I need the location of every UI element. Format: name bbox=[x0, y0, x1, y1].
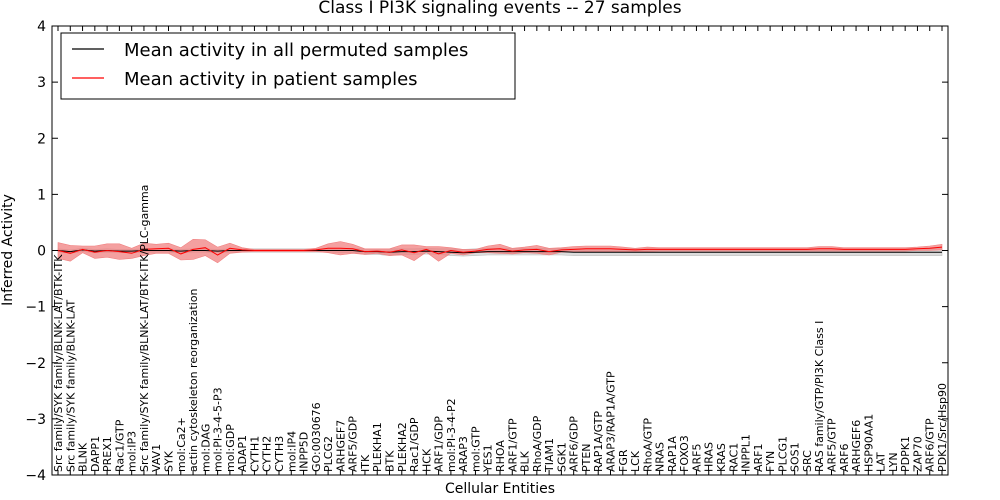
x-tick-label: TIAM1 bbox=[543, 438, 556, 473]
x-tick-label: INPPL1 bbox=[740, 434, 753, 472]
y-tick-label: 1 bbox=[37, 187, 46, 203]
y-tick-label: −2 bbox=[25, 356, 46, 372]
x-tick-label: ARF6/GTP bbox=[924, 418, 937, 472]
x-tick-label: ADAP1 bbox=[236, 435, 249, 472]
x-tick-label: mol:GTP bbox=[469, 426, 482, 472]
legend-label-patient: Mean activity in patient samples bbox=[124, 69, 418, 90]
x-tick-label: PREX1 bbox=[101, 436, 114, 472]
x-tick-label: Src family/SYK family/BLNK-LAT bbox=[64, 299, 77, 472]
x-tick-label: ARHGEF6 bbox=[850, 420, 863, 472]
x-tick-label: mol:PI-3-4-5-P3 bbox=[212, 387, 225, 472]
x-tick-label: GO:0030676 bbox=[310, 402, 323, 472]
x-tick-label: FOXO3 bbox=[678, 435, 691, 472]
y-tick-label: 2 bbox=[37, 131, 46, 147]
x-tick-label: NRAS bbox=[654, 442, 667, 472]
x-tick-label: ITK bbox=[359, 454, 372, 472]
patient-series-line bbox=[57, 246, 943, 256]
x-tick-label: mol:Ca2+ bbox=[175, 417, 188, 472]
x-tick-label: RhoA/GDP bbox=[531, 415, 544, 472]
x-tick-label: RAP1A/GTP bbox=[592, 411, 605, 472]
y-tick-label: −4 bbox=[25, 468, 46, 484]
x-tick-label: RAC1 bbox=[727, 443, 740, 472]
x-tick-label: HCK bbox=[420, 448, 433, 472]
x-tick-label: VAV1 bbox=[150, 444, 163, 472]
x-tick-label: ARF6/GDP bbox=[568, 416, 581, 472]
x-tick-label: LYN bbox=[887, 452, 900, 472]
series-lines bbox=[57, 246, 943, 256]
x-tick-label: INPP5D bbox=[298, 432, 311, 472]
legend: Mean activity in all permuted samples Me… bbox=[60, 32, 516, 100]
x-tick-label: ARF5/GDP bbox=[347, 416, 360, 472]
x-tick-label: BTK bbox=[384, 450, 397, 472]
x-tick-label: RhoA/GTP bbox=[641, 418, 654, 472]
x-tick-label: SYK bbox=[163, 450, 176, 472]
x-tick-label: mol:GDP bbox=[224, 424, 237, 472]
y-tick-label: −3 bbox=[25, 412, 46, 428]
x-tick-label: CYTH3 bbox=[273, 436, 286, 472]
x-tick-label: BLK bbox=[519, 450, 532, 472]
patient-band bbox=[57, 238, 943, 264]
x-tick-label: Src family/SYK family/BLNK-LAT/BTK-ITK/P… bbox=[138, 185, 151, 472]
x-tick-label: SOS1 bbox=[789, 442, 802, 472]
y-tick-label: 0 bbox=[37, 244, 46, 260]
x-tick-label: actin cytoskeleton reorganization bbox=[187, 288, 200, 472]
x-tick-label: DAPP1 bbox=[89, 436, 102, 472]
x-tick-label: HRAS bbox=[703, 442, 716, 472]
x-tick-label: Rac1/GDP bbox=[408, 417, 421, 472]
x-tick-label: YES1 bbox=[482, 444, 495, 473]
x-tick-label: RAP1A bbox=[666, 436, 679, 472]
y-tick-label: −1 bbox=[25, 300, 46, 316]
x-tick-label: mol:PI-3-4-P2 bbox=[445, 398, 458, 472]
x-tick-label: CYTH1 bbox=[248, 436, 261, 472]
permuted-series-line bbox=[57, 249, 942, 254]
x-tick-label: PTEN bbox=[580, 443, 593, 472]
x-tick-label: FYN bbox=[764, 451, 777, 472]
x-tick-label: KRAS bbox=[715, 443, 728, 472]
x-tick-label: ARF6 bbox=[838, 444, 851, 473]
x-tick-label: Rac1/GTP bbox=[113, 419, 126, 472]
x-tick-label: LAT bbox=[875, 452, 888, 472]
x-tick-label: ARF1 bbox=[752, 444, 765, 473]
x-axis-ticks: Src family/SYK family/BLNK-LAT/BTK-ITK Sr… bbox=[52, 26, 949, 475]
x-tick-label: ARAP3/RAP1A/GTP bbox=[605, 371, 618, 472]
x-tick-label: LCK bbox=[629, 450, 642, 472]
x-tick-label: RHOA bbox=[494, 440, 507, 472]
x-tick-label: ARF1/GDP bbox=[433, 416, 446, 472]
x-tick-label: HSP90AA1 bbox=[862, 414, 875, 472]
x-tick-label: PDPK1 bbox=[899, 436, 912, 472]
legend-label-permuted: Mean activity in all permuted samples bbox=[124, 40, 468, 61]
x-tick-label: mol:IP4 bbox=[285, 431, 298, 472]
x-tick-label: PLCG2 bbox=[322, 436, 335, 472]
x-tick-label: SRC bbox=[801, 450, 814, 472]
x-tick-label: PLEKHA1 bbox=[371, 422, 384, 472]
y-tick-label: 4 bbox=[37, 19, 46, 35]
x-tick-label: ARHGEF7 bbox=[334, 420, 347, 472]
x-tick-label: ARAP3 bbox=[457, 436, 470, 472]
x-tick-label: PLCG1 bbox=[776, 436, 789, 472]
y-tick-label: 3 bbox=[37, 75, 46, 91]
x-tick-label: mol:IP3 bbox=[126, 431, 139, 472]
x-tick-label: CYTH2 bbox=[261, 436, 274, 472]
x-tick-label: ARF5 bbox=[690, 444, 703, 473]
x-tick-label: PDK1/Src/Hsp90 bbox=[936, 383, 949, 472]
x-tick-label: PLEKHA2 bbox=[396, 422, 409, 472]
x-tick-label: BLNK bbox=[77, 442, 90, 472]
x-tick-label: ARF5/GTP bbox=[826, 418, 839, 472]
x-tick-label: Src family/SYK family/BLNK-LAT/BTK-ITK bbox=[52, 254, 65, 472]
x-tick-label: RAS family/GTP/PI3K Class I bbox=[813, 321, 826, 472]
x-tick-label: ZAP70 bbox=[911, 436, 924, 472]
chart-title: Class I PI3K signaling events -- 27 samp… bbox=[318, 0, 681, 18]
x-tick-label: ARF1/GTP bbox=[506, 418, 519, 472]
x-axis-label: Cellular Entities bbox=[445, 481, 555, 497]
x-tick-label: FGR bbox=[617, 449, 630, 472]
legend-box bbox=[60, 32, 516, 100]
x-tick-label: mol:DAG bbox=[199, 424, 212, 472]
x-tick-label: SGK1 bbox=[555, 442, 568, 472]
y-axis-label: Inferred Activity bbox=[0, 194, 16, 306]
y-axis-ticks: −4 −3 −2 −1 0 1 2 3 4 bbox=[25, 19, 948, 484]
